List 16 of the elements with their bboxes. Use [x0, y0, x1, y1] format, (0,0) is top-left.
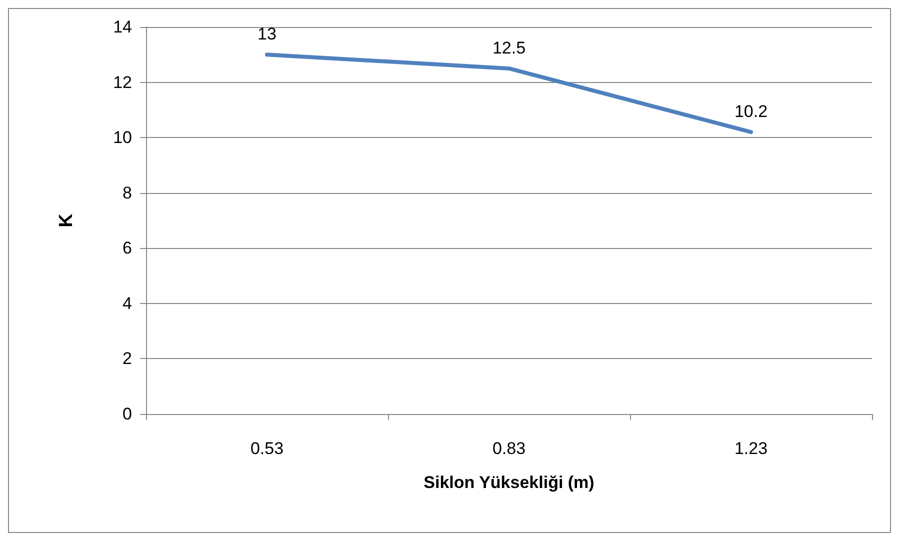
y-tick-label: 12	[113, 72, 132, 92]
y-tick-label: 6	[122, 238, 132, 258]
y-tick-label: 0	[122, 404, 132, 424]
y-tick-label: 10	[113, 128, 132, 148]
y-tick-label: 8	[122, 183, 132, 202]
x-axis-title: Siklon Yüksekliği (m)	[424, 473, 594, 492]
data-label: 12.5	[492, 38, 526, 58]
y-axis-title: K	[56, 213, 77, 228]
data-label: 10.2	[734, 102, 768, 122]
x-tick-label: 0.53	[250, 439, 284, 458]
y-tick-label: 2	[122, 349, 132, 368]
data-label: 13	[258, 24, 276, 44]
y-tick-label: 4	[122, 294, 132, 313]
y-tick-label: 14	[113, 18, 132, 36]
x-tick-label: 1.23	[734, 439, 768, 458]
x-tick-label: 0.83	[492, 439, 526, 458]
